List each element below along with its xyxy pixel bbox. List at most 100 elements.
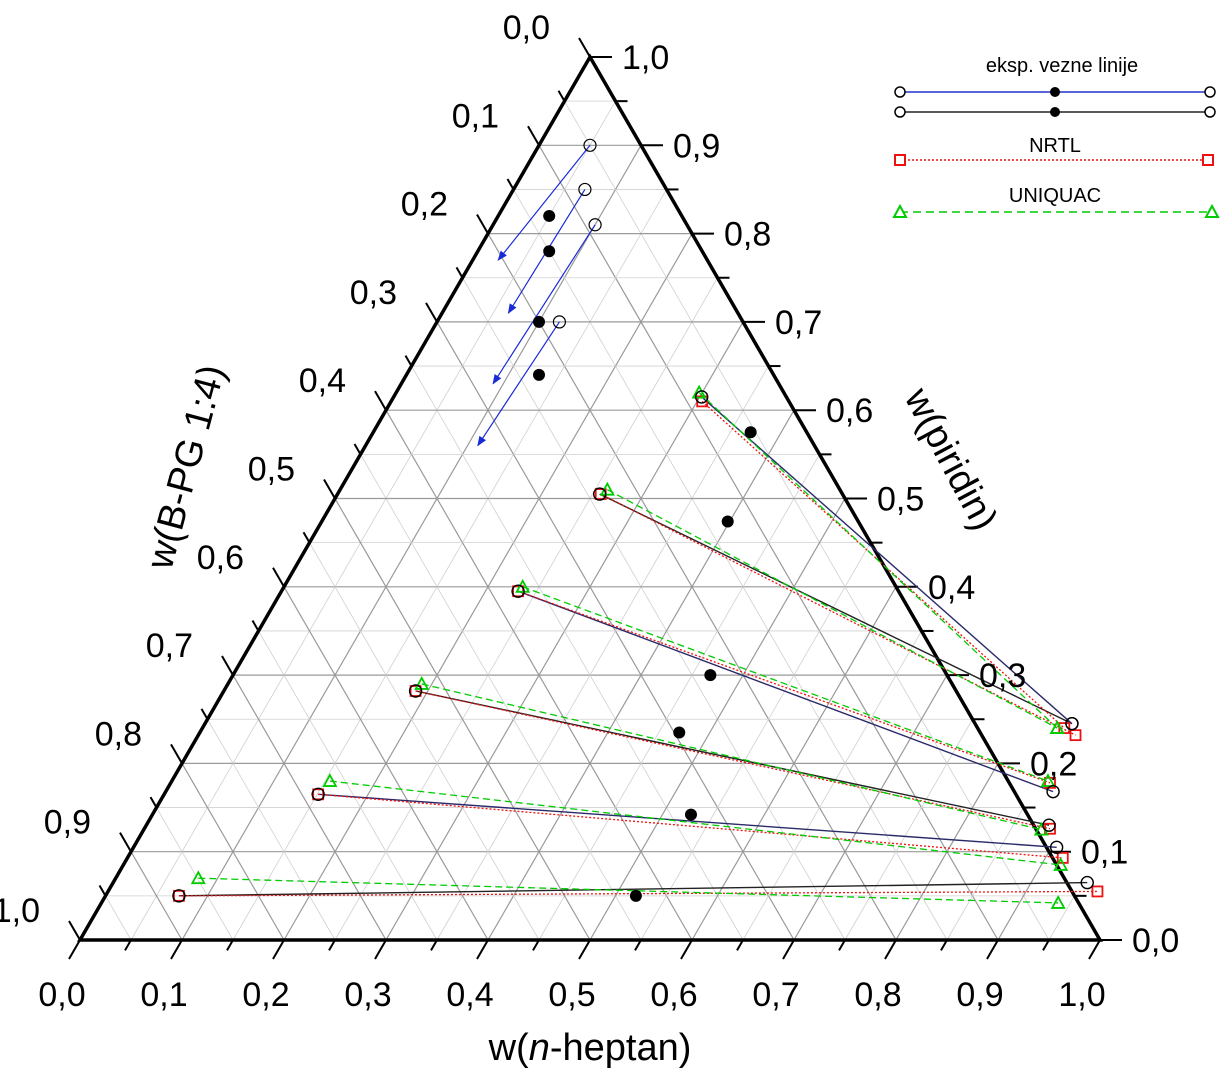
tick-label-right: 0,0 (1132, 922, 1179, 960)
tick-label-left: 0,2 (401, 186, 448, 224)
nrtl-tie-line (178, 890, 1098, 897)
grid-line-bpg (156, 807, 234, 941)
uniquac-tie-line (607, 489, 1058, 729)
uniquac-marker (322, 773, 338, 787)
grid-line-bpg (564, 100, 1050, 941)
tick-label-left: 0,3 (350, 274, 397, 312)
feed-mid-point (533, 368, 545, 381)
grid-line-bpg (309, 542, 540, 941)
tick-left (149, 796, 158, 809)
grid-line-bpg (258, 630, 438, 941)
exp-tie-line (318, 793, 1057, 848)
tick-left (578, 37, 591, 58)
grid-line-bpg (360, 454, 642, 941)
tick-label-bottom: 0,8 (854, 976, 901, 1014)
exp-feed-point (684, 808, 697, 821)
tick-label-left: 0,1 (452, 97, 499, 135)
feed-start-marker (583, 138, 597, 152)
legend-marker-uniquac-left (892, 203, 908, 218)
grid-line-heptane (1048, 895, 1075, 941)
tick-bottom (1088, 939, 1101, 960)
tick-label-bottom: 0,4 (446, 976, 493, 1014)
uniquac-marker (414, 676, 430, 690)
tick-left (119, 832, 132, 853)
tick-label-right: 0,6 (826, 392, 873, 430)
grid-line-heptane (742, 630, 922, 941)
grid-line-heptane (946, 807, 1024, 941)
exp-extract-marker (172, 889, 186, 903)
exp-tie-line (599, 493, 1073, 725)
feed-start-marker (578, 182, 592, 197)
tick-label-right: 0,5 (877, 481, 924, 519)
uniquac-marker (1049, 720, 1065, 734)
nrtl-marker (1091, 885, 1104, 898)
legend-label-exp: eksp. vezne linije (986, 55, 1138, 77)
feed-mid-point (533, 315, 545, 328)
tick-bottom (736, 939, 744, 951)
grid-line-bpg (513, 189, 948, 941)
grid-line-heptane (436, 365, 769, 941)
grid-line-bpg (207, 719, 336, 941)
uniquac-marker (515, 578, 531, 593)
nrtl-tie-line (600, 493, 1076, 736)
uniquac-marker (599, 481, 615, 496)
tick-bottom (680, 939, 693, 960)
uniquac-marker (1053, 857, 1069, 871)
exp-feed-point (721, 515, 734, 528)
tick-label-bottom: 0,7 (752, 976, 799, 1014)
exp-raffinate-marker (1065, 716, 1079, 731)
tick-left (425, 302, 438, 323)
exp-extract-marker (511, 584, 525, 598)
exp-extract-marker (408, 684, 423, 698)
exp-extract-marker (311, 787, 325, 802)
feed-arrows (477, 138, 602, 447)
tick-bottom (170, 939, 183, 960)
exp-raffinate-marker (1080, 875, 1094, 890)
tick-left (506, 178, 515, 190)
tick-label-right: 0,2 (1030, 745, 1077, 783)
tick-left (200, 708, 209, 720)
grid-line-bpg (462, 277, 846, 941)
legend-marker-nrtl-left (894, 154, 906, 166)
tick-label-right: 0,7 (775, 304, 822, 342)
tick-label-bottom: 0,1 (140, 976, 187, 1014)
tick-bottom (124, 939, 132, 951)
exp-tie-line (178, 881, 1088, 897)
exp-feed-point (704, 669, 717, 682)
nrtl-marker (1069, 729, 1082, 742)
tick-left (404, 355, 413, 367)
tick-label-bottom: 0,0 (38, 976, 85, 1014)
tick-label-bottom: 0,6 (650, 976, 697, 1014)
tick-left (557, 90, 566, 102)
nrtl-marker (312, 788, 325, 801)
feed-arrow (477, 321, 560, 447)
grid-line-heptane (130, 100, 616, 941)
tick-label-left: 1,0 (0, 892, 40, 930)
tick-left (302, 531, 311, 544)
tick-bottom (430, 939, 438, 951)
tick-bottom (986, 939, 999, 960)
tick-bottom (578, 939, 591, 960)
tick-label-bottom: 0,2 (242, 976, 289, 1014)
tick-left (251, 620, 260, 632)
exp-feed-point (744, 426, 757, 439)
feed-mid-point (543, 245, 556, 258)
tick-left (527, 125, 540, 146)
grid-line-heptane (691, 586, 897, 941)
tick-left (353, 443, 362, 455)
exp-feed-point (629, 889, 642, 902)
legend-marker-nrtl-right (1202, 154, 1214, 166)
nrtl-marker (173, 889, 185, 902)
grid-line-heptane (640, 542, 871, 941)
grid-line-heptane (844, 719, 973, 941)
grid-line-bpg (181, 763, 285, 941)
feed-start-marker (552, 315, 567, 329)
uniquac-marker (1040, 773, 1056, 787)
uniquac-tie-line (198, 877, 1059, 904)
feed-arrow (497, 144, 591, 261)
tick-label-left: 0,8 (95, 715, 142, 753)
tick-bottom (532, 939, 540, 951)
legend: eksp. vezne linije NRTL UNIQUAC (892, 55, 1220, 218)
uniquac-tie-line (329, 780, 1061, 866)
